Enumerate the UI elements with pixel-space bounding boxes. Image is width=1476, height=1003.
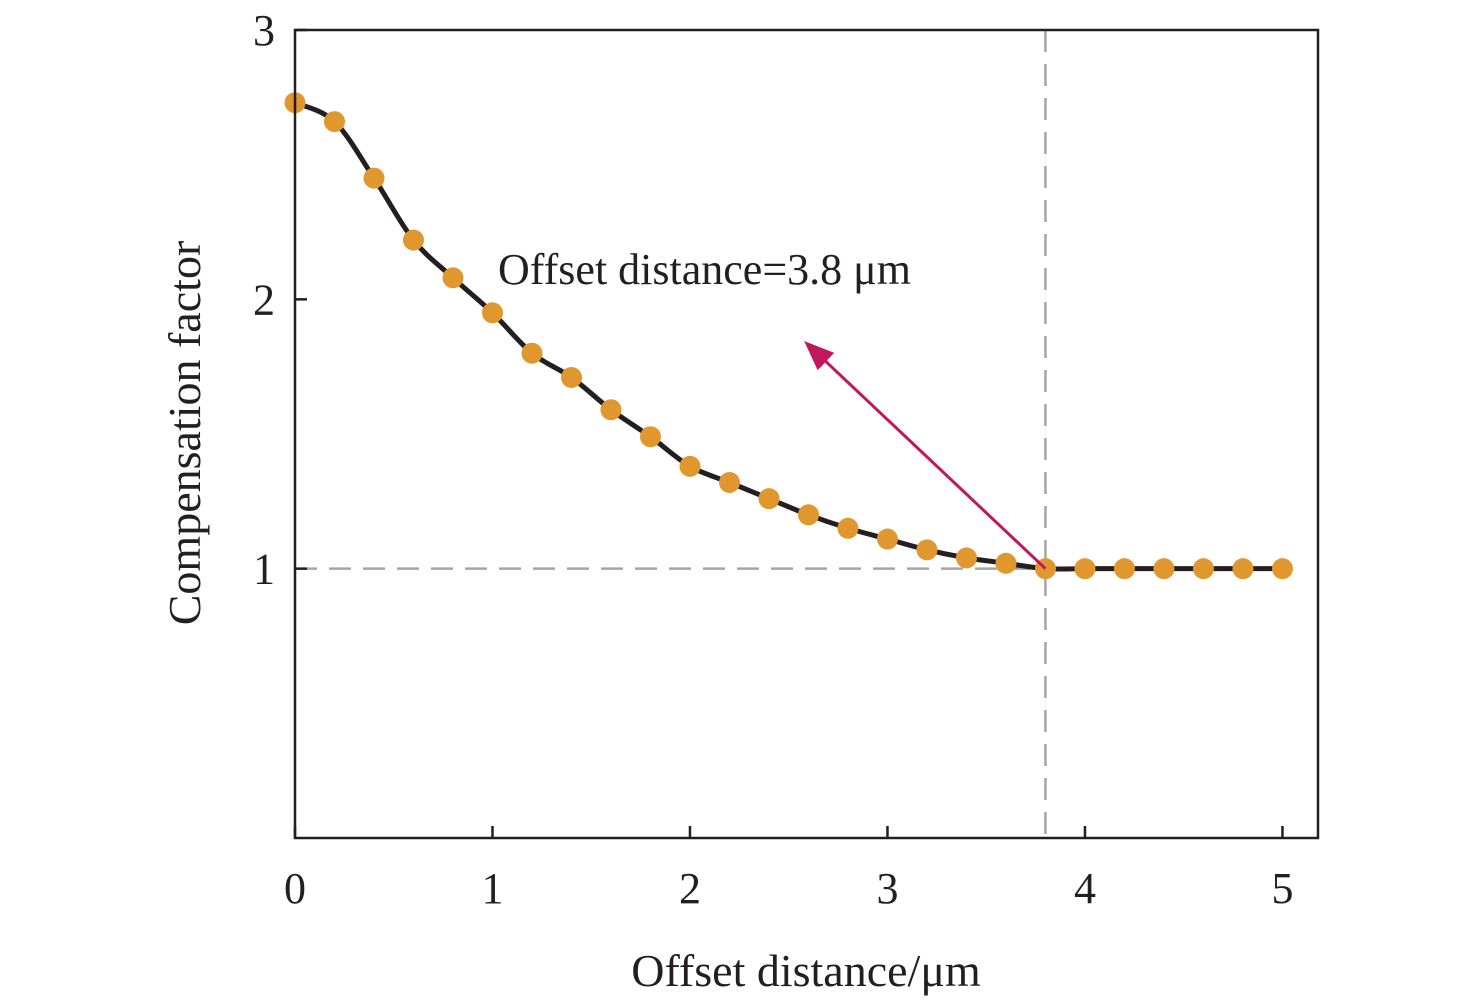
data-point bbox=[718, 471, 740, 493]
data-point bbox=[1192, 558, 1214, 580]
data-point bbox=[1153, 558, 1175, 580]
data-point bbox=[402, 229, 424, 251]
x-tick-label: 0 bbox=[284, 864, 306, 913]
x-axis-title: Offset distance/μm bbox=[631, 945, 981, 996]
data-point bbox=[1271, 558, 1293, 580]
x-tick-label: 3 bbox=[876, 864, 898, 913]
data-point bbox=[1113, 558, 1135, 580]
y-tick-label: 3 bbox=[253, 6, 275, 55]
data-point bbox=[521, 342, 543, 364]
data-point bbox=[758, 488, 780, 510]
data-point bbox=[639, 426, 661, 448]
data-point bbox=[442, 267, 464, 289]
data-point bbox=[876, 528, 898, 550]
annotation-text: Offset distance=3.8 μm bbox=[498, 245, 911, 294]
data-point bbox=[995, 552, 1017, 574]
data-point bbox=[797, 504, 819, 526]
data-point bbox=[1074, 558, 1096, 580]
annotation: Offset distance=3.8 μm bbox=[498, 245, 1047, 570]
data-point bbox=[837, 517, 859, 539]
reference-lines bbox=[295, 30, 1047, 838]
data-point bbox=[679, 455, 701, 477]
data-point bbox=[323, 111, 345, 133]
data-point bbox=[955, 547, 977, 569]
x-tick-label: 1 bbox=[481, 864, 503, 913]
data-point bbox=[481, 302, 503, 324]
data-point bbox=[363, 167, 385, 189]
data-point bbox=[916, 539, 938, 561]
data-point bbox=[600, 399, 622, 421]
y-axis-title: Compensation factor bbox=[159, 241, 210, 626]
axes: 0 1 2 3 4 5 1 2 3 bbox=[253, 6, 1293, 913]
x-tick-label: 4 bbox=[1074, 864, 1096, 913]
annotation-arrow bbox=[804, 341, 1047, 570]
series-line bbox=[292, 100, 1285, 572]
data-point bbox=[560, 366, 582, 388]
data-markers bbox=[284, 92, 1293, 580]
data-series bbox=[292, 100, 1285, 572]
data-point bbox=[1232, 558, 1254, 580]
y-tick-label: 1 bbox=[253, 545, 275, 594]
plot-frame bbox=[293, 28, 1320, 840]
x-tick-label: 2 bbox=[679, 864, 701, 913]
y-tick-label: 2 bbox=[253, 275, 275, 324]
x-tick-label: 5 bbox=[1271, 864, 1293, 913]
